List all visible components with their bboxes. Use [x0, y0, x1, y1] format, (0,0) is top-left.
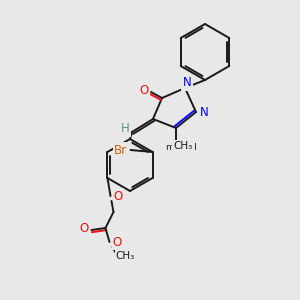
Text: CH₃: CH₃	[116, 251, 135, 261]
Text: O: O	[80, 223, 89, 236]
Text: H: H	[121, 122, 129, 136]
Text: Br: Br	[114, 143, 127, 157]
Text: O: O	[113, 236, 122, 248]
Text: O: O	[114, 190, 123, 202]
Text: N: N	[200, 106, 208, 118]
Text: O: O	[140, 83, 148, 97]
Text: methyl: methyl	[165, 143, 197, 152]
Text: N: N	[183, 76, 191, 89]
Text: CH₃: CH₃	[173, 141, 193, 151]
